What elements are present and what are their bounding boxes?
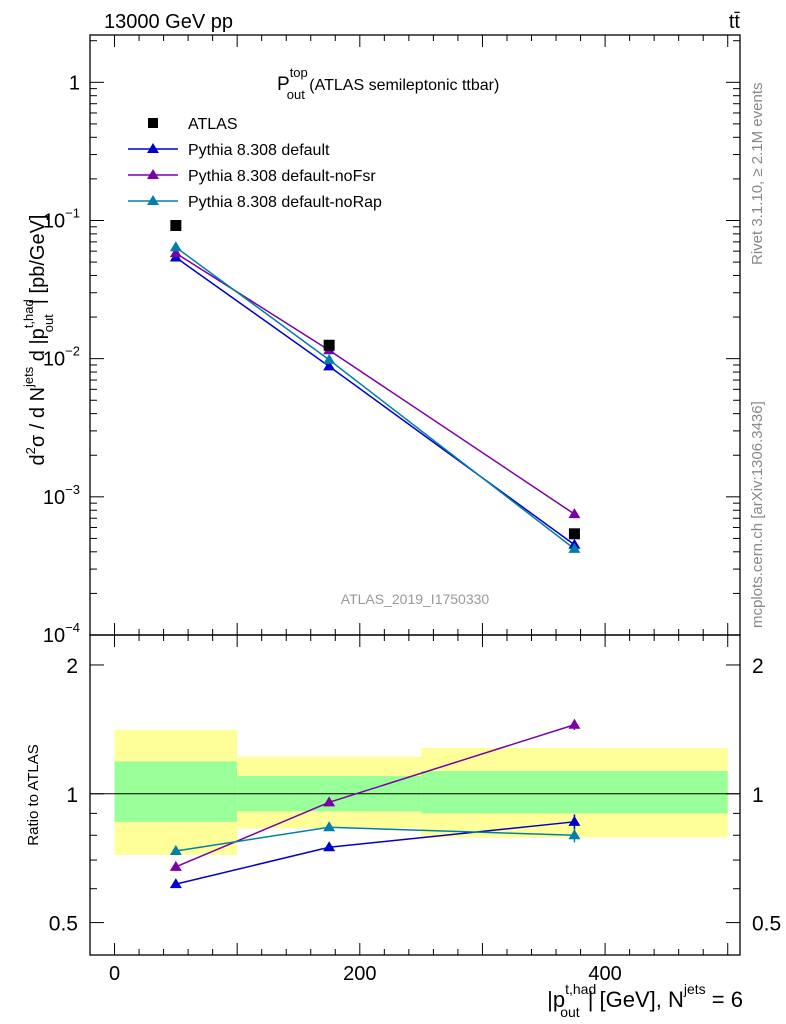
main-ytick-label: 10−3 [43, 482, 80, 509]
atlas-point [568, 528, 580, 540]
main-point-noRap [568, 542, 581, 553]
legend-entry-noFsr: Pythia 8.308 default-noFsr [128, 168, 376, 185]
main-point-default [323, 360, 336, 371]
legend-entry-default: Pythia 8.308 default [128, 142, 330, 159]
ratio-ytick-label-right: 1 [752, 784, 764, 807]
xtick-label: 200 [343, 963, 376, 985]
legend-label-noRap: Pythia 8.308 default-noRap [188, 194, 382, 211]
atlas-point [323, 339, 335, 351]
main-ytick-label: 10−1 [43, 205, 80, 232]
ratio-frame [89, 634, 741, 956]
ratio-point-default [323, 841, 336, 852]
main-point-noRap [169, 241, 182, 252]
ratio-ytick-label: 1 [66, 784, 78, 807]
legend-marker-default [147, 143, 159, 153]
ratio-point-noFsr [169, 860, 182, 871]
main-ytick-label: 10−2 [43, 344, 80, 371]
legend-label-atlas: ATLAS [188, 116, 238, 133]
main-point-noRap [323, 353, 336, 364]
legend-marker-noFsr [147, 169, 159, 179]
chart-title: Ptop out (ATLAS semileptonic ttbar) [277, 65, 499, 102]
x-axis-label: |pt,had out | [GeV], Njets = 6 [547, 981, 743, 1020]
y-axis-label-main: d2σ / d Njets d |pt,had out| [pb/GeV] [21, 215, 56, 466]
ratio-point-noFsr [568, 718, 581, 729]
legend: ATLAS Pythia 8.308 default Pythia 8.308 … [128, 116, 382, 211]
ratio-point-default [169, 878, 182, 889]
ratio-ytick-label: 0.5 [49, 913, 78, 936]
header-left: 13000 GeV pp [104, 11, 233, 33]
main-line-noFsr [175, 252, 575, 515]
ratio-ytick-label-right: 2 [752, 655, 764, 678]
ratio-axes: 0 200 400 0.5 0.5 1 1 2 2 [49, 635, 781, 985]
ratio-point-noRap [169, 845, 182, 856]
main-axes: 1 10−1 10−2 10−3 10−4 [43, 35, 740, 647]
main-panel: 1 10−1 10−2 10−3 10−4 Ptop out (ATLAS semilep… [21, 34, 741, 647]
main-line-default [175, 256, 575, 546]
ratio-panel: 0 200 400 0.5 0.5 1 1 2 2 Ratio to ATLAS [25, 634, 781, 985]
header-right: tt̄ [729, 11, 741, 33]
y-axis-label-ratio: Ratio to ATLAS [25, 744, 42, 845]
main-ytick-label: 10−4 [43, 620, 80, 647]
ratio-point-noFsr [323, 796, 336, 807]
analysis-watermark: ATLAS_2019_I1750330 [341, 591, 490, 607]
ratio-ytick-label-right: 0.5 [752, 913, 781, 936]
legend-entry-noRap: Pythia 8.308 default-noRap [128, 194, 382, 211]
ratio-point-default [568, 815, 581, 826]
main-ytick-label: 1 [69, 72, 80, 94]
main-line-noRap [175, 246, 575, 550]
rivet-label: Rivet 3.1.10, ≥ 2.1M events [749, 83, 766, 266]
main-point-noFsr [568, 508, 581, 519]
legend-marker-noRap [147, 195, 159, 205]
ratio-point-noRap [568, 829, 581, 840]
mcplots-label: mcplots.cern.ch [arXiv:1306.3436] [749, 401, 766, 628]
legend-marker-atlas [148, 118, 158, 128]
ratio-point-noRap [323, 821, 336, 832]
xtick-label: 400 [588, 963, 621, 985]
legend-entry-atlas: ATLAS [148, 116, 238, 133]
ratio-ytick-label: 2 [66, 655, 78, 678]
main-point-noFsr [169, 247, 182, 258]
ratio-band-inner [421, 771, 728, 814]
xtick-label: 0 [109, 963, 120, 985]
legend-label-noFsr: Pythia 8.308 default-noFsr [188, 168, 376, 185]
ratio-band-inner [114, 761, 238, 822]
legend-label-default: Pythia 8.308 default [188, 142, 330, 159]
atlas-point [170, 219, 182, 231]
